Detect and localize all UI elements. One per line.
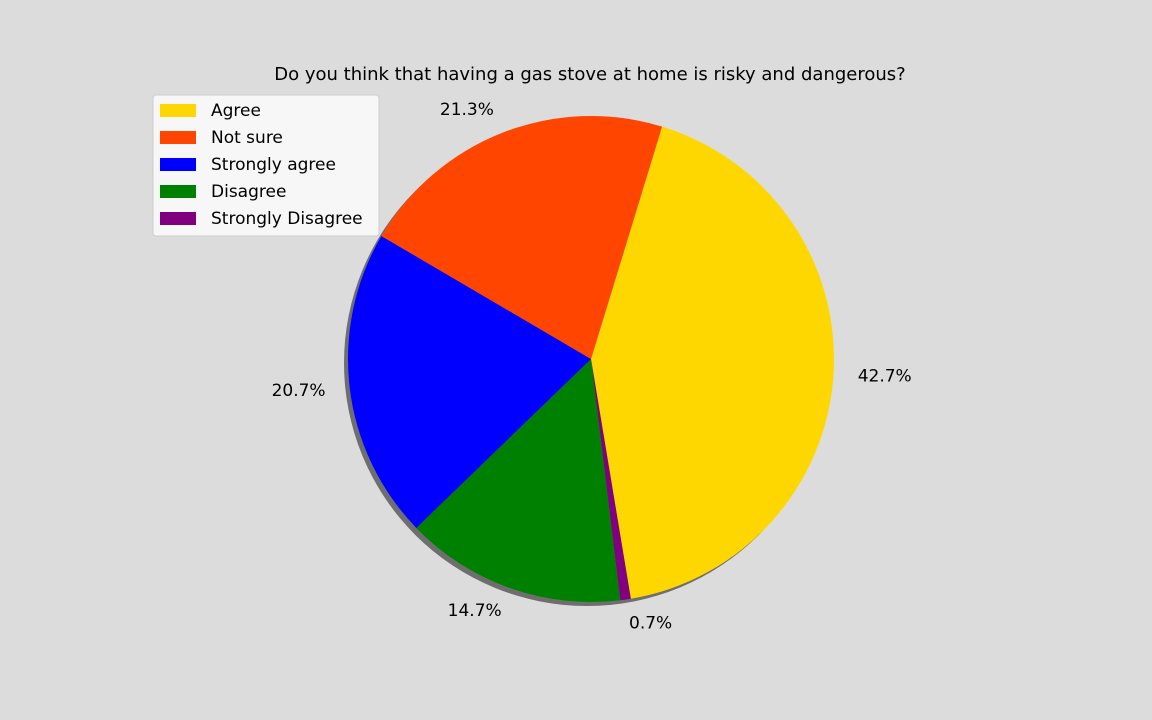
legend-label-strongly-agree: Strongly agree [211,155,336,175]
pct-label-disagree: 14.7% [448,601,502,621]
legend-label-disagree: Disagree [211,182,286,202]
pie-slice-not-sure [381,116,663,359]
legend-swatch-not-sure [160,131,196,144]
pct-label-agree: 42.7% [858,367,912,387]
chart-title: Do you think that having a gas stove at … [274,64,905,85]
pie-slice-strongly-disagree [591,359,631,601]
pie-slice-disagree [416,359,621,602]
pct-label-strongly-agree: 20.7% [272,381,326,401]
pie-slice-agree [591,126,834,599]
legend-label-not-sure: Not sure [211,128,283,148]
legend-swatch-agree [160,104,196,117]
legend-label-agree: Agree [211,101,261,121]
legend-label-strongly-disagree: Strongly Disagree [211,209,363,229]
pie-labels: 42.7% 0.7% 14.7% 20.7% 21.3% [272,100,912,634]
legend: Agree Not sure Strongly agree Disagree Stron… [152,94,380,237]
pie-slices [347,116,834,602]
legend-swatch-strongly-disagree [160,212,196,225]
pie-slice-strongly-agree [347,236,591,528]
legend-swatch-strongly-agree [160,158,196,171]
legend-swatch-disagree [160,185,196,198]
pct-label-not-sure: 21.3% [440,100,494,120]
legend-box [152,94,380,237]
pct-label-strongly-disagree: 0.7% [629,614,672,634]
